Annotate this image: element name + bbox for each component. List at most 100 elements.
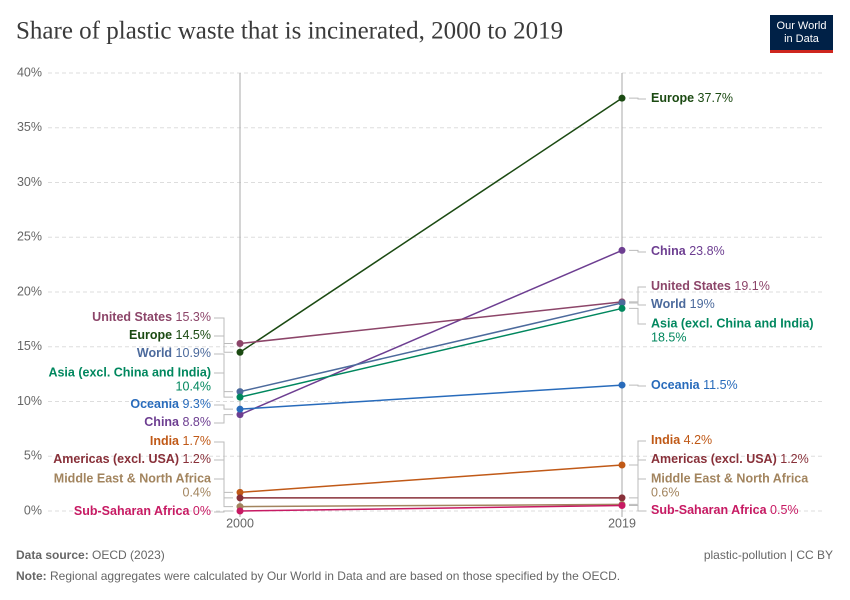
series-line [239, 504, 623, 512]
source-text: OECD (2023) [92, 548, 165, 562]
series-label: China 23.8% [651, 244, 725, 258]
leader-line [629, 302, 646, 306]
leader-line [214, 335, 233, 353]
value-label: 9.3% [183, 397, 212, 411]
point [236, 393, 244, 401]
series-label: Sub-Saharan Africa 0.5% [651, 503, 799, 517]
series-label: Asia (excl. China and India) [48, 365, 211, 379]
y-tick-label: 40% [17, 65, 42, 79]
leader-line [629, 307, 646, 325]
value-label: 1.7% [183, 434, 212, 448]
leader-line [214, 317, 233, 344]
y-tick-label: 5% [24, 449, 42, 463]
source: Data source: OECD (2023) [16, 548, 165, 562]
series-line [239, 249, 623, 416]
value-label: 11.5% [703, 378, 738, 392]
point [618, 94, 626, 102]
series-label: India 1.7% [150, 434, 211, 448]
leader-line [214, 404, 233, 410]
series-label: World 19% [651, 297, 715, 311]
value-label: 37.7% [698, 91, 733, 105]
value-label: 18.5% [651, 330, 686, 344]
point [236, 507, 244, 515]
series-label: Sub-Saharan Africa 0% [74, 504, 211, 518]
leader-line [629, 97, 646, 100]
y-tick-label: 30% [17, 175, 42, 189]
value-label: 1.2% [780, 452, 809, 466]
series-label: Oceania 11.5% [651, 378, 738, 392]
series-label: Europe 14.5% [129, 328, 211, 342]
point [236, 411, 244, 419]
series-name: World [137, 346, 172, 360]
point [618, 299, 626, 307]
y-tick-label: 15% [17, 339, 42, 353]
point [236, 388, 244, 396]
series-name: United States [92, 310, 172, 324]
series-name: India [150, 434, 180, 448]
x-tick-label: 2000 [226, 516, 254, 530]
value-label: 10.4% [176, 379, 211, 393]
series-line [239, 503, 623, 508]
series-line [239, 464, 623, 494]
value-label: 0.4% [183, 485, 212, 499]
series-name: Oceania [130, 397, 180, 411]
point [236, 488, 244, 496]
y-tick-label: 0% [24, 503, 42, 517]
series-label: Middle East & North Africa [651, 471, 809, 485]
series-label: Americas (excl. USA) 1.2% [53, 452, 211, 466]
leader-line [214, 414, 233, 424]
value-label: 14.5% [176, 328, 211, 342]
note-text: Regional aggregates were calculated by O… [50, 569, 620, 583]
leader-line [629, 249, 646, 253]
series-label: Middle East & North Africa [54, 471, 212, 485]
series-label: Asia (excl. China and India) [651, 316, 814, 330]
series-name: Oceania [651, 378, 701, 392]
series-label: World 10.9% [137, 346, 211, 360]
y-tick-label: 35% [17, 120, 42, 134]
series-name: India [651, 433, 681, 447]
series-label: United States 19.1% [651, 279, 770, 293]
note: Note: Regional aggregates were calculate… [16, 569, 620, 583]
series-label: Americas (excl. USA) 1.2% [651, 452, 809, 466]
series-label: Oceania 9.3% [130, 397, 211, 411]
logo-text: in Data [784, 33, 820, 45]
leader-line [629, 478, 646, 505]
logo-underline [770, 50, 833, 53]
value-label: 15.3% [176, 310, 211, 324]
logo-text: Our World [777, 20, 827, 32]
x-tick-label: 2019 [608, 516, 636, 530]
series-name: China [144, 415, 180, 429]
series-name: Sub-Saharan Africa [74, 504, 191, 518]
point [236, 405, 244, 413]
series-name: Sub-Saharan Africa [651, 503, 768, 517]
series-label: India 4.2% [651, 433, 712, 447]
point [618, 502, 626, 510]
chart-title: Share of plastic waste that is incinerat… [16, 18, 563, 45]
series-line [239, 97, 623, 353]
point [618, 246, 626, 254]
point [618, 381, 626, 389]
leader-line [629, 384, 646, 387]
value-label: 4.2% [684, 433, 713, 447]
series-label: United States 15.3% [92, 310, 211, 324]
point [236, 494, 244, 502]
series-name: Americas (excl. USA) [651, 452, 777, 466]
series-line [239, 384, 623, 410]
leader-line [214, 510, 233, 513]
point [618, 461, 626, 469]
point [236, 348, 244, 356]
series-label: Europe 37.7% [651, 91, 733, 105]
series-name: United States [651, 279, 731, 293]
value-label: 1.2% [183, 452, 212, 466]
value-label: 0.5% [770, 503, 799, 517]
leader-line [214, 478, 233, 508]
series-name: World [651, 297, 686, 311]
point [618, 304, 626, 312]
y-tick-label: 20% [17, 284, 42, 298]
series-name: Europe [651, 91, 694, 105]
value-label: 0.6% [651, 485, 680, 499]
series-line [239, 307, 623, 398]
leader-line [214, 372, 233, 398]
value-label: 0% [193, 504, 211, 518]
